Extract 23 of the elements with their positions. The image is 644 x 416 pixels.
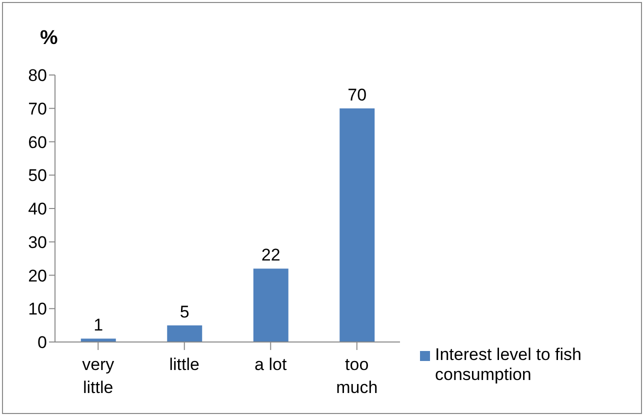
data-label: 22	[261, 246, 280, 265]
y-tick-label: 0	[38, 333, 47, 352]
data-label: 1	[94, 316, 104, 335]
bar	[167, 325, 202, 342]
x-tick-label: very little	[82, 355, 115, 397]
bar	[80, 338, 116, 342]
x-tick-label: little	[169, 355, 200, 374]
y-tick-label: 70	[28, 99, 47, 118]
x-tick-label: a lot	[254, 355, 287, 374]
data-label: 5	[180, 302, 190, 322]
y-tick-label: 10	[28, 300, 47, 319]
y-tick-label: 60	[28, 132, 47, 152]
y-axis-title: %	[40, 27, 58, 50]
bar	[253, 268, 288, 342]
y-tick-label: 40	[28, 200, 47, 219]
y-tick-label: 80	[28, 66, 47, 86]
x-tick-label: too much	[336, 355, 378, 397]
legend-label: Interest level to fish consumption	[435, 345, 582, 385]
y-tick-label: 50	[28, 166, 47, 186]
data-label: 70	[348, 85, 367, 104]
y-tick-label: 30	[28, 232, 47, 252]
bar	[340, 108, 375, 342]
y-tick-label: 20	[28, 266, 47, 286]
